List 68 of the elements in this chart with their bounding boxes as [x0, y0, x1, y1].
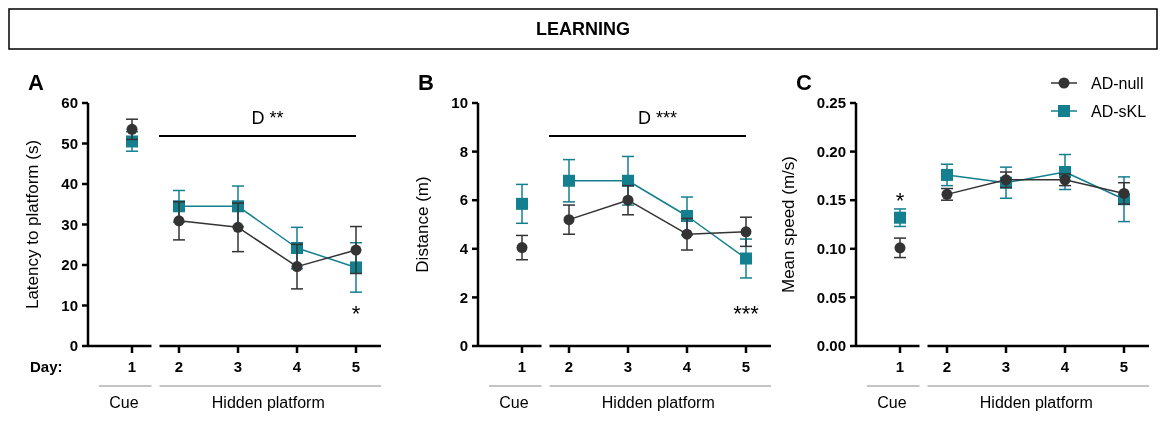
- point: [740, 226, 752, 238]
- x-tick-label: 2: [174, 358, 184, 375]
- text: Cue: [877, 394, 907, 411]
- y-tick-label: 0: [69, 337, 78, 355]
- annotation: ***: [733, 301, 760, 326]
- y-tick-label: 0.25: [816, 94, 846, 112]
- chart-subtitle: C: [796, 70, 812, 95]
- point: [563, 174, 575, 187]
- point: [622, 174, 634, 187]
- x-axis-title: Day:: [30, 358, 63, 375]
- y-tick-label: 50: [61, 134, 78, 152]
- x-tick-label: 1: [127, 358, 137, 375]
- text: Cue: [109, 394, 139, 411]
- legend-label: AD-sKL: [1091, 102, 1147, 120]
- point: [1118, 187, 1130, 199]
- x-tick-label: 2: [564, 358, 574, 375]
- y-tick-label: 0.05: [816, 288, 846, 306]
- annotation: D ***: [637, 108, 678, 128]
- y-tick-label: 10: [451, 94, 468, 112]
- x-tick-label: 3: [233, 358, 243, 375]
- x-tick-label: 4: [1060, 358, 1070, 375]
- y-tick-label: 20: [61, 256, 78, 274]
- x-tick-label: 3: [623, 358, 633, 375]
- x-tick-label: 5: [351, 358, 361, 375]
- text: Cue: [499, 394, 529, 411]
- y-tick-label: 40: [61, 175, 78, 193]
- x-tick-label: 4: [682, 358, 692, 375]
- chart-subtitle: A: [28, 70, 44, 95]
- y-axis-title: Mean speed (m/s): [779, 156, 798, 293]
- y-tick-label: 0.15: [816, 191, 846, 209]
- legend-label: AD-null: [1091, 74, 1144, 92]
- y-tick-label: 10: [61, 296, 78, 314]
- point: [941, 168, 953, 181]
- y-tick-label: 2: [459, 288, 468, 306]
- point: [350, 244, 362, 256]
- x-tick-label: 5: [741, 358, 751, 375]
- y-axis-title: Distance (m): [413, 176, 432, 273]
- point: [622, 194, 634, 206]
- x-tick-label: 3: [1001, 358, 1011, 375]
- point: [291, 261, 303, 273]
- text: Hidden platform: [211, 394, 325, 411]
- x-tick-label: 1: [895, 358, 905, 375]
- x-tick-label: 4: [292, 358, 302, 375]
- point: [232, 221, 244, 233]
- point: [563, 214, 575, 226]
- y-tick-label: 6: [459, 191, 468, 209]
- point: [681, 228, 693, 240]
- text: Hidden platform: [979, 394, 1093, 411]
- y-tick-label: 0.00: [816, 337, 846, 355]
- annotation: *: [895, 188, 905, 213]
- chart-title: LEARNING: [536, 19, 630, 39]
- y-tick-label: 0.10: [816, 240, 846, 258]
- x-tick-label: 5: [1119, 358, 1129, 375]
- y-tick-label: 0.20: [816, 142, 846, 160]
- x-tick-label: 2: [942, 358, 952, 375]
- y-tick-label: 30: [61, 215, 78, 233]
- y-tick-label: 8: [459, 142, 468, 160]
- chart-subtitle: B: [418, 70, 434, 95]
- point: [740, 252, 752, 265]
- annotation: D **: [251, 108, 284, 128]
- x-tick-label: 1: [517, 358, 527, 375]
- y-tick-label: 0: [459, 337, 468, 355]
- y-tick-label: 4: [459, 240, 469, 258]
- text: Hidden platform: [601, 394, 715, 411]
- y-tick-label: 60: [61, 94, 78, 112]
- annotation: *: [351, 301, 361, 326]
- point: [173, 215, 185, 227]
- y-axis-title: Latency to platform (s): [23, 139, 42, 310]
